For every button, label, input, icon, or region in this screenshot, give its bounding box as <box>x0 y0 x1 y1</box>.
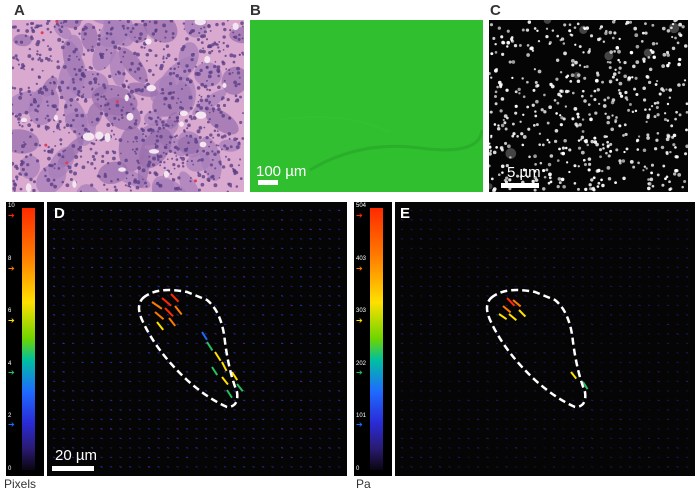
colorbar-tick-e-0: 504 <box>356 203 367 209</box>
colorbar-arrow-d-0: ➔ <box>8 211 15 220</box>
colorbar-tick-d-2: 6 <box>8 308 12 314</box>
colorbar-e: 504 ➔ 403 ➔ 303 ➔ 202 ➔ 101 ➔ 0 <box>354 202 392 476</box>
displacement-field <box>52 209 341 468</box>
scale-label-b: 100 µm <box>256 163 307 180</box>
scale-bar-b <box>258 180 278 185</box>
colorbar-gradient-d <box>22 208 35 470</box>
scale-bar-c <box>501 183 539 188</box>
colorbar-arrow-e-4: ➔ <box>356 420 363 429</box>
panel-e-traction <box>395 202 695 476</box>
panel-a-histology <box>12 20 244 192</box>
scale-bar-d <box>52 466 94 471</box>
fluorescence-image <box>279 115 483 172</box>
panel-label-b: B <box>250 2 261 19</box>
colorbar-tick-d-0: 10 <box>8 203 15 209</box>
colorbar-d: 10 ➔ 8 ➔ 6 ➔ 4 ➔ 2 ➔ 0 <box>6 202 44 476</box>
panel-label-d: D <box>54 205 65 222</box>
colorbar-arrow-d-2: ➔ <box>8 316 15 325</box>
panel-c-beads: 5 µm <box>489 20 688 192</box>
scale-label-d: 20 µm <box>55 447 97 464</box>
unit-label-e: Pa <box>356 477 371 491</box>
colorbar-tick-d-4: 2 <box>8 413 12 419</box>
panel-label-c: C <box>490 2 501 19</box>
colorbar-tick-d-1: 8 <box>8 256 12 262</box>
colorbar-tick-e-3: 202 <box>356 361 367 367</box>
panel-d-displacement: 20 µm <box>47 202 347 476</box>
colorbar-tick-e-4: 101 <box>356 413 367 419</box>
colorbar-gradient-e <box>370 208 383 470</box>
histology-image <box>12 20 244 192</box>
colorbar-arrow-e-3: ➔ <box>356 368 363 377</box>
colorbar-tick-e-1: 403 <box>356 256 367 262</box>
colorbar-arrow-d-1: ➔ <box>8 264 15 273</box>
panel-label-e: E <box>400 205 411 222</box>
colorbar-tick-e-5: 0 <box>356 466 360 472</box>
panel-label-a: A <box>14 2 25 19</box>
unit-label-d: Pixels <box>4 477 37 491</box>
colorbar-tick-e-2: 303 <box>356 308 367 314</box>
scale-label-c: 5 µm <box>507 164 541 181</box>
colorbar-arrow-d-3: ➔ <box>8 368 15 377</box>
traction-field <box>400 209 689 468</box>
colorbar-tick-d-5: 0 <box>8 466 12 472</box>
colorbar-arrow-e-1: ➔ <box>356 264 363 273</box>
colorbar-arrow-e-0: ➔ <box>356 211 363 220</box>
colorbar-arrow-e-2: ➔ <box>356 316 363 325</box>
panel-b-fluorescence: 100 µm <box>250 20 483 192</box>
colorbar-arrow-d-4: ➔ <box>8 420 15 429</box>
beads-image <box>489 20 688 192</box>
colorbar-tick-d-3: 4 <box>8 361 12 367</box>
